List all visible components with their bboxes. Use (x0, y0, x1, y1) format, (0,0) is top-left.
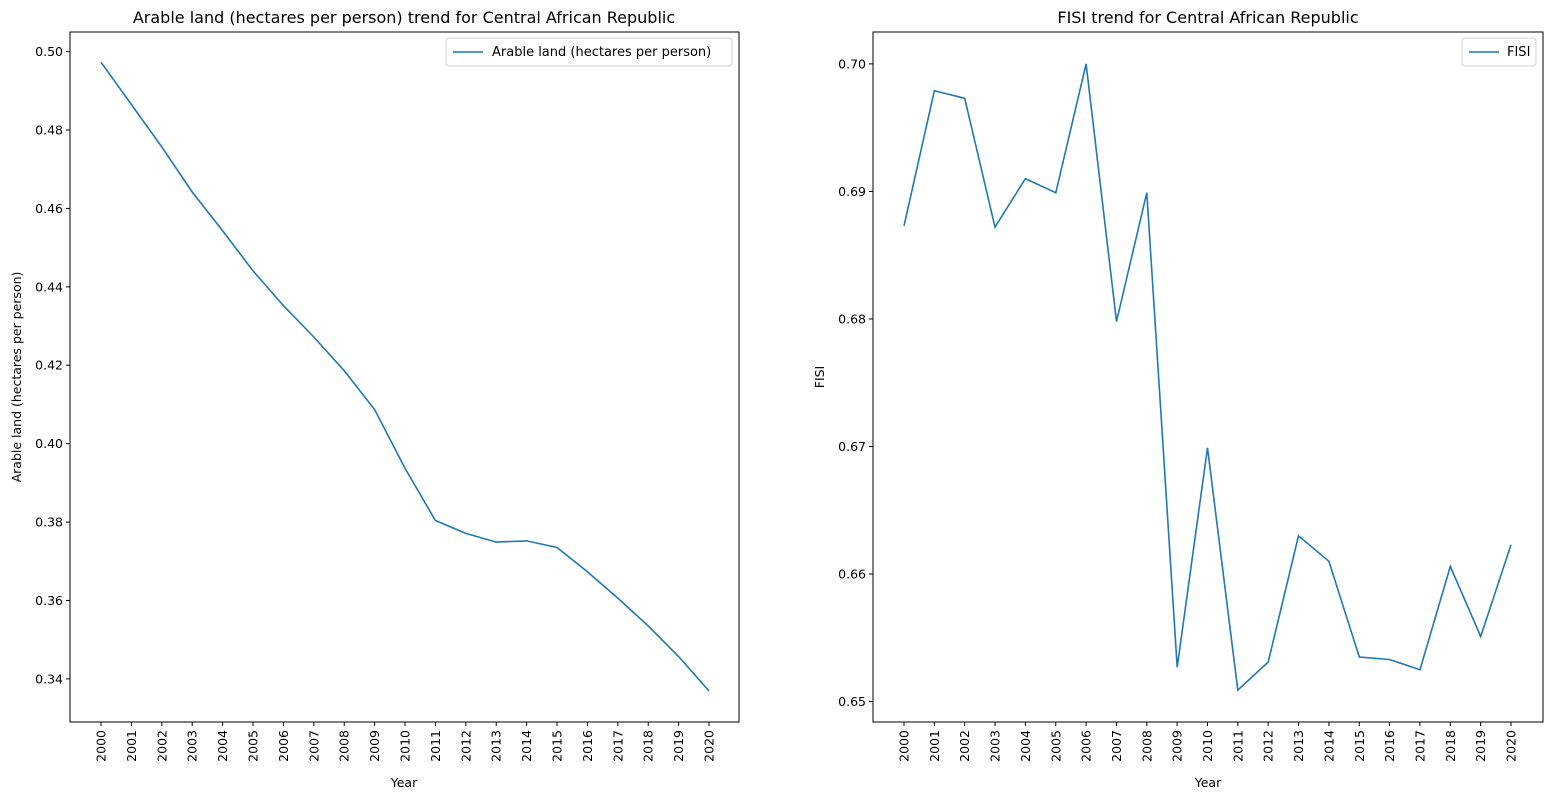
x-tick-label: 2013 (1291, 730, 1306, 762)
x-axis-ticks: 2000 2001 2002 2003 2004 2005 2006 2007 2008 2009… (94, 722, 717, 762)
x-tick-label: 2004 (215, 730, 230, 762)
y-tick-label: 0.36 (35, 593, 63, 608)
legend-box (445, 37, 733, 67)
x-tick-label: 2011 (1230, 730, 1245, 762)
x-tick-label: 2014 (1321, 730, 1336, 762)
chart-fisi: FISI trend for Central African Republic … (812, 8, 1544, 790)
y-tick-label: 0.68 (838, 311, 866, 326)
plot-frame (69, 31, 740, 723)
x-tick-label: 2009 (367, 730, 382, 762)
x-tick-label: 2019 (671, 730, 686, 762)
x-tick-label: 2011 (428, 730, 443, 762)
x-tick-label: 2008 (1139, 730, 1154, 762)
y-tick-label: 0.46 (35, 201, 63, 216)
x-tick-label: 2010 (1200, 730, 1215, 762)
x-tick-label: 2010 (398, 730, 413, 762)
y-tick-label: 0.67 (838, 439, 866, 454)
x-tick-label: 2020 (702, 730, 717, 762)
x-tick-label: 2005 (1048, 730, 1063, 762)
x-tick-label: 2018 (1443, 730, 1458, 762)
y-tick-label: 0.40 (35, 436, 63, 451)
x-tick-label: 2012 (1261, 730, 1276, 762)
x-tick-label: 2020 (1504, 730, 1519, 762)
y-tick-label: 0.38 (35, 515, 63, 530)
legend-label: FISI (1507, 45, 1530, 60)
x-tick-label: 2013 (489, 730, 504, 762)
chart-arable-land: Arable land (hectares per person) trend … (9, 8, 740, 790)
x-tick-label: 2018 (641, 730, 656, 762)
x-tick-label: 2019 (1473, 730, 1488, 762)
x-tick-label: 2015 (1352, 730, 1367, 762)
x-tick-label: 2008 (337, 730, 352, 762)
legend-label: Arable land (hectares per person) (492, 45, 711, 60)
y-tick-label: 0.65 (838, 694, 866, 709)
series-line (100, 61, 710, 692)
y-tick-label: 0.42 (35, 358, 63, 373)
x-tick-label: 2003 (185, 730, 200, 762)
x-tick-label: 2001 (927, 730, 942, 762)
y-axis-label: Arable land (hectares per person) (9, 272, 24, 483)
x-tick-label: 2003 (988, 730, 1003, 762)
y-axis-label: FISI (812, 366, 827, 389)
x-tick-label: 2007 (1109, 730, 1124, 762)
x-tick-label: 2002 (957, 730, 972, 762)
x-tick-label: 2017 (610, 730, 625, 762)
x-tick-label: 2006 (276, 730, 291, 762)
x-tick-label: 2012 (458, 730, 473, 762)
x-axis-ticks: 2000 2001 2002 2003 2004 2005 2006 2007 2008 2009… (897, 722, 1519, 762)
x-tick-label: 2014 (519, 730, 534, 762)
y-tick-label: 0.70 (838, 56, 866, 71)
series-line (903, 63, 1512, 692)
x-tick-label: 2016 (1382, 730, 1397, 762)
y-tick-label: 0.66 (838, 567, 866, 582)
x-axis-label: Year (1194, 775, 1222, 790)
x-tick-label: 2002 (154, 730, 169, 762)
legend: FISI (1461, 37, 1537, 67)
x-tick-label: 2004 (1018, 730, 1033, 762)
x-tick-label: 2005 (246, 730, 261, 762)
y-tick-label: 0.34 (35, 671, 63, 686)
chart-title: FISI trend for Central African Republic (1057, 8, 1358, 27)
y-axis-ticks: 0.34 0.36 0.38 0.40 0.42 0.44 0.46 0.48 0.50 (35, 44, 70, 686)
x-tick-label: 2017 (1412, 730, 1427, 762)
x-tick-label: 2000 (94, 730, 109, 762)
y-tick-label: 0.44 (35, 279, 63, 294)
chart-title: Arable land (hectares per person) trend … (133, 8, 675, 27)
y-axis-ticks: 0.65 0.66 0.67 0.68 0.69 0.70 (838, 56, 873, 709)
x-tick-label: 2000 (897, 730, 912, 762)
x-tick-label: 2016 (580, 730, 595, 762)
x-tick-label: 2007 (306, 730, 321, 762)
legend: Arable land (hectares per person) (445, 37, 733, 67)
y-tick-label: 0.69 (838, 184, 866, 199)
x-tick-label: 2006 (1079, 730, 1094, 762)
x-axis-label: Year (390, 775, 418, 790)
x-tick-label: 2015 (550, 730, 565, 762)
x-tick-label: 2001 (124, 730, 139, 762)
y-tick-label: 0.50 (35, 44, 63, 59)
x-tick-label: 2009 (1170, 730, 1185, 762)
y-tick-label: 0.48 (35, 123, 63, 138)
